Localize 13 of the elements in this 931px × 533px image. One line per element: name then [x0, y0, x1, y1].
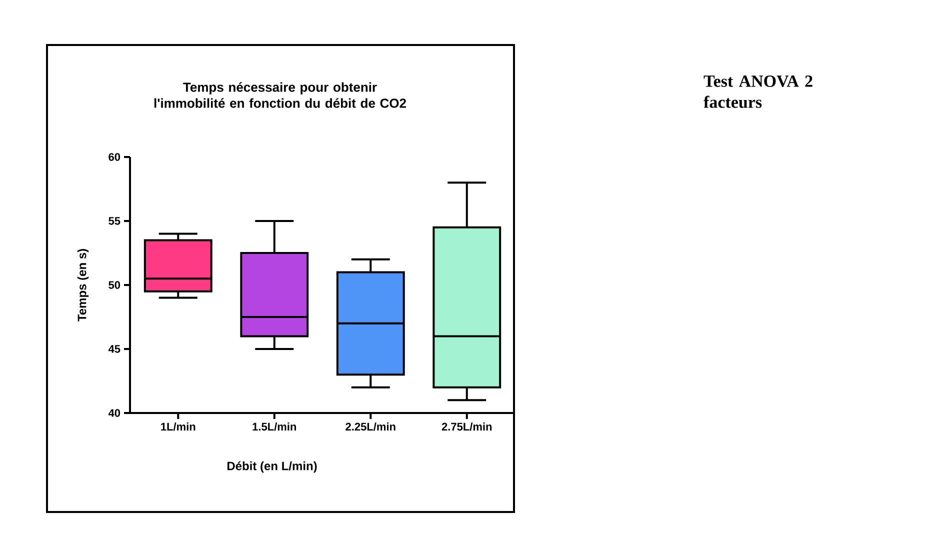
- x-axis-title: Débit (en L/min): [227, 461, 317, 473]
- x-tick-label: 2.25L/min: [346, 422, 396, 431]
- y-tick-label: 60: [108, 153, 120, 161]
- y-tick-label: 40: [108, 409, 120, 417]
- chart-title: Temps nécessaire pour obtenir l'immobilité en fonction du débit de CO2: [154, 82, 406, 108]
- y-tick-label: 55: [108, 217, 120, 225]
- text: Test ANOVA 2 facteurs: [704, 76, 812, 108]
- y-axis-title: Temps (en s): [77, 249, 89, 322]
- y-tick-label: 45: [108, 345, 120, 353]
- x-tick-label: 1.5L/min: [252, 422, 296, 431]
- y-tick-label: 50: [108, 281, 120, 289]
- x-tick-label: 1L/min: [161, 422, 196, 431]
- x-tick-label: 2.75L/min: [442, 422, 492, 431]
